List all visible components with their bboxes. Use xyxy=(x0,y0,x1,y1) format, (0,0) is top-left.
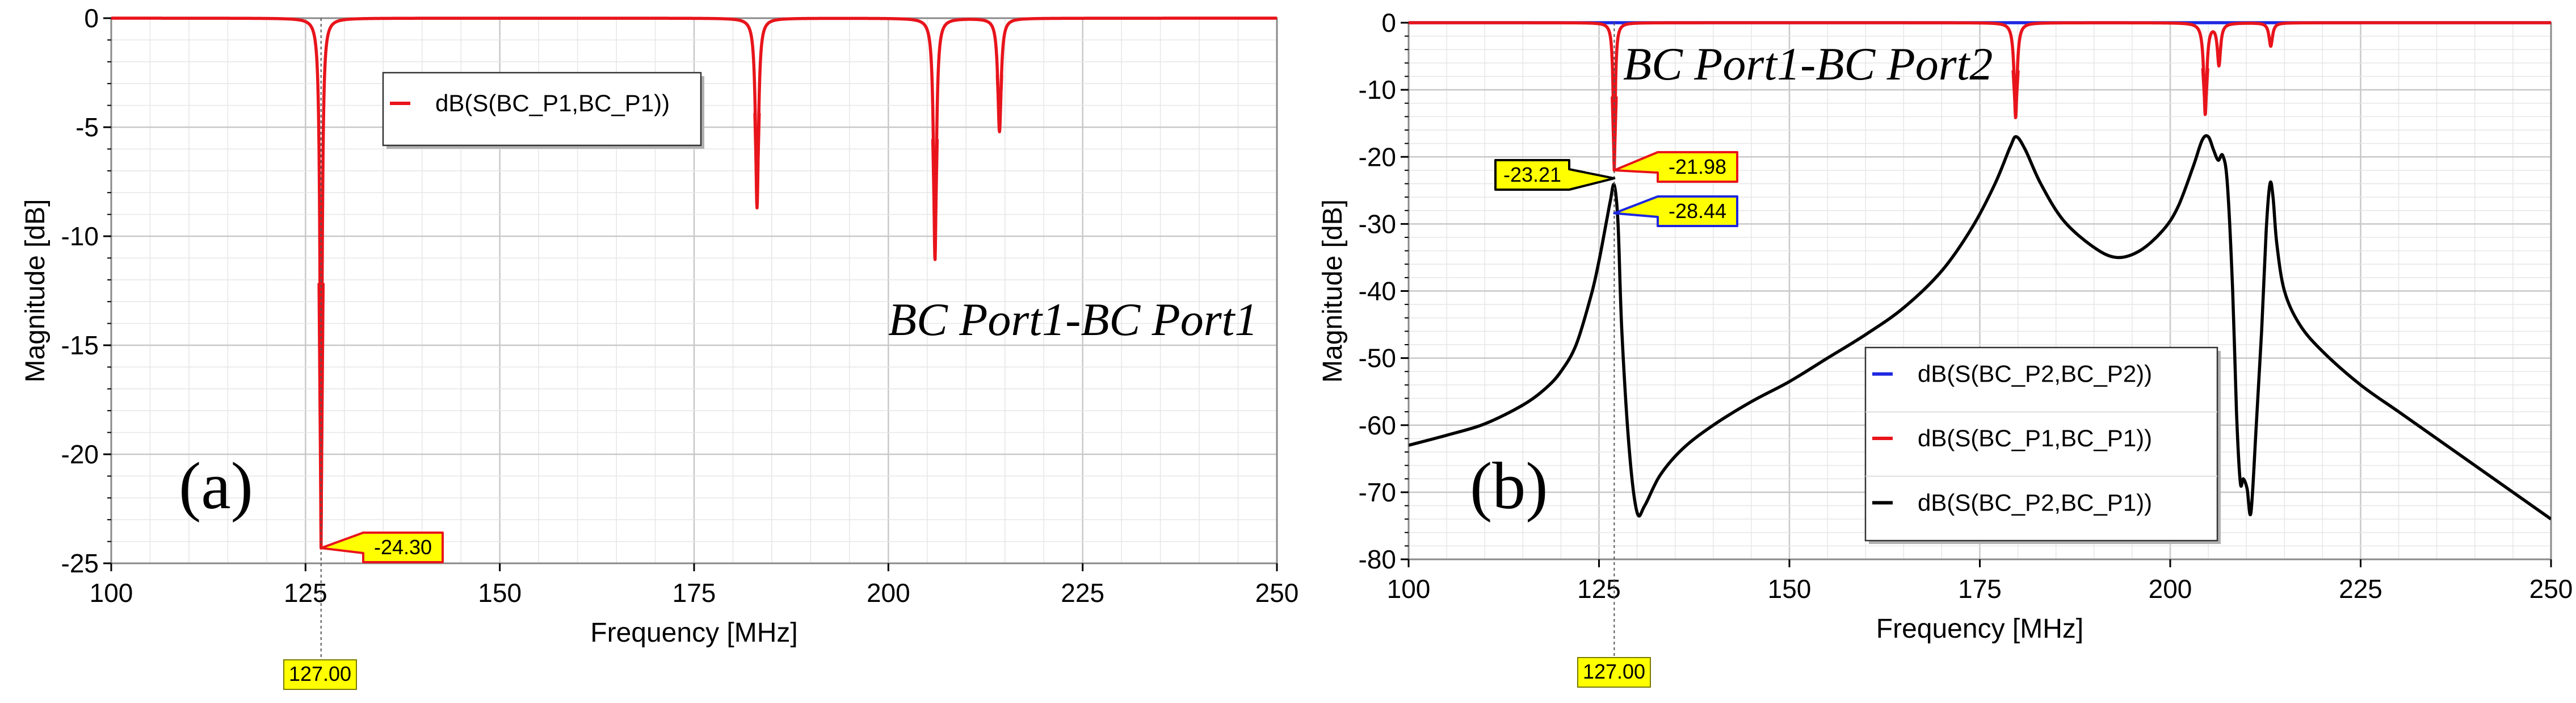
x-marker-label: 127.00 xyxy=(1583,660,1645,683)
resonance-dip xyxy=(2215,43,2223,65)
x-tick-label: 200 xyxy=(867,578,910,608)
panel-annotation: BC Port1-BC Port2 xyxy=(1623,38,1993,90)
y-tick-label: -20 xyxy=(1359,142,1396,171)
legend: dB(S(BC_P2,BC_P2)) dB(S(BC_P1,BC_P1)) dB(S… xyxy=(1864,346,2221,544)
resonance-dip xyxy=(931,139,939,261)
x-tick-label: 200 xyxy=(2149,574,2192,604)
value-marker-label: -23.21 xyxy=(1503,163,1561,186)
ticks: 100 125 150 175 200 225 250 0 -5 -10 -15 -20 -25 xyxy=(61,3,1299,608)
y-tick-label: -15 xyxy=(61,330,99,360)
legend-box xyxy=(382,72,702,147)
resonance-dip xyxy=(753,112,761,208)
x-marker-label: 127.00 xyxy=(289,662,351,685)
value-marker-callout xyxy=(1613,151,1738,183)
chart-panel-a: 100 125 150 175 200 225 250 0 -5 -10 -15 -20 -25 Freq… xyxy=(20,3,1299,690)
y-tick-label: -5 xyxy=(75,112,99,142)
x-tick-label: 250 xyxy=(2529,574,2573,604)
panel-label: (a) xyxy=(179,449,253,523)
x-marker-box xyxy=(1577,657,1651,688)
panel-label: (b) xyxy=(1470,449,1548,523)
y-tick-label: -30 xyxy=(1359,209,1396,238)
legend-entry: dB(S(BC_P2,BC_P2)) xyxy=(1918,361,2152,387)
y-tick-label: 0 xyxy=(1381,8,1396,37)
y-tick-label: -20 xyxy=(61,440,99,469)
x-tick-label: 225 xyxy=(1061,578,1104,608)
y-tick-label: -10 xyxy=(61,221,99,251)
value-marker-callout xyxy=(320,532,444,563)
value-marker-label: -21.98 xyxy=(1669,155,1726,178)
x-tick-label: 150 xyxy=(478,578,522,608)
legend-box xyxy=(1864,346,2218,542)
y-tick-label: -70 xyxy=(1359,478,1396,507)
series-group xyxy=(1409,21,2551,521)
x-axis-label: Frequency [MHz] xyxy=(1876,614,2083,644)
x-tick-label: 225 xyxy=(2339,574,2382,604)
y-axis-label: Magnitude [dB] xyxy=(1318,199,1348,383)
y-tick-label: -10 xyxy=(1359,75,1396,104)
legend-entry: dB(S(BC_P1,BC_P1)) xyxy=(1918,425,2152,451)
chart-panel-b: 100 125 150 175 200 225 250 0 -10 -20 -30 -40 -50 -60… xyxy=(1318,8,2573,688)
x-tick-label: 100 xyxy=(1387,574,1431,604)
y-tick-label: -80 xyxy=(1359,545,1396,574)
series-line-1 xyxy=(1409,21,2551,172)
series-line-0 xyxy=(111,16,1277,550)
resonance-dip xyxy=(2201,68,2209,114)
y-axis-label: Magnitude [dB] xyxy=(20,199,51,383)
y-tick-label: -50 xyxy=(1359,344,1396,373)
resonance-dip xyxy=(2267,34,2275,47)
x-tick-label: 125 xyxy=(1577,574,1621,604)
resonance-dip xyxy=(2011,70,2020,118)
x-tick-label: 250 xyxy=(1255,578,1299,608)
value-marker-label: -24.30 xyxy=(374,535,432,559)
y-tick-label: -25 xyxy=(61,549,99,578)
x-tick-label: 125 xyxy=(284,578,327,608)
legend-entry: dB(S(BC_P2,BC_P1)) xyxy=(1918,489,2152,516)
resonance-dip xyxy=(995,74,1003,132)
value-marker-label: -28.44 xyxy=(1669,199,1726,223)
y-tick-label: 0 xyxy=(84,3,99,33)
ticks: 100 125 150 175 200 225 250 0 -10 -20 -30 -40 -50 -60… xyxy=(1359,8,2573,604)
x-tick-label: 175 xyxy=(673,578,716,608)
x-tick-label: 100 xyxy=(90,578,133,608)
x-marker-box xyxy=(283,659,357,690)
y-tick-label: -60 xyxy=(1359,411,1396,440)
value-marker-callout xyxy=(1613,195,1738,227)
value-marker-callout xyxy=(1494,159,1616,191)
legend-entry: dB(S(BC_P1,BC_P1)) xyxy=(435,90,670,116)
x-tick-label: 150 xyxy=(1768,574,1812,604)
x-axis-label: Frequency [MHz] xyxy=(590,618,797,648)
x-tick-label: 175 xyxy=(1958,574,2002,604)
panel-annotation: BC Port1-BC Port1 xyxy=(888,294,1258,345)
series-line-2 xyxy=(1409,134,2551,521)
y-tick-label: -40 xyxy=(1359,277,1396,306)
legend: dB(S(BC_P1,BC_P1)) xyxy=(382,72,704,149)
